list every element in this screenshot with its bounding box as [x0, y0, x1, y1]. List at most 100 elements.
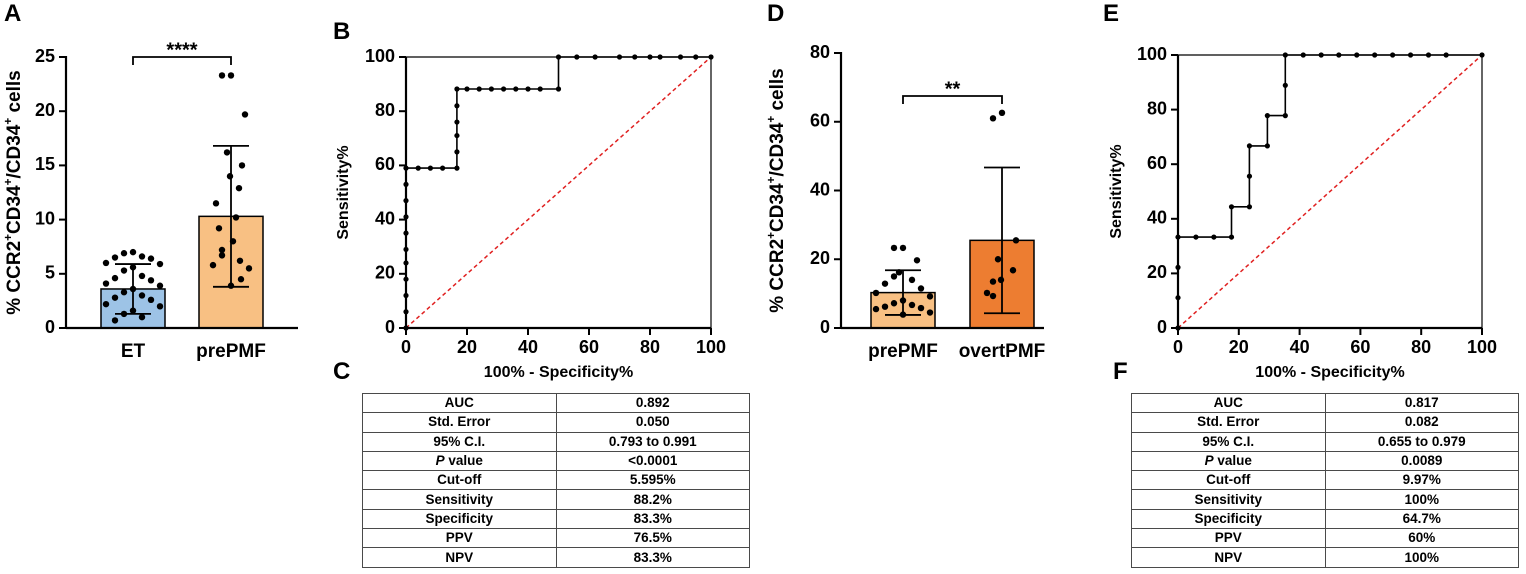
- roc-point: [1318, 52, 1324, 58]
- data-point: [138, 253, 146, 260]
- data-point: [872, 289, 880, 297]
- y-tick-label: 25: [35, 46, 55, 66]
- x-tick-label: 60: [579, 337, 599, 357]
- roc-point: [657, 54, 663, 60]
- data-point: [917, 285, 925, 292]
- roc-point: [1407, 52, 1414, 58]
- table-key-cell: 95% C.I.: [1131, 431, 1326, 452]
- data-point: [156, 303, 164, 310]
- roc-point: [1282, 52, 1288, 58]
- table-key-cell: Sensitivity: [1131, 489, 1326, 510]
- roc-point: [1264, 143, 1270, 149]
- x-tick-label: 80: [640, 337, 660, 357]
- x-tick-label: 0: [401, 337, 411, 357]
- roc-point: [677, 54, 684, 60]
- table-row: PPV 60%: [1131, 528, 1519, 549]
- data-point: [147, 277, 155, 284]
- panel-label-b: B: [333, 18, 351, 45]
- panel-label-f: F: [1113, 358, 1128, 385]
- y-axis-label: % CCR2+CD34+/CD34+ cells: [765, 68, 788, 313]
- table-row: Specificity 83.3%: [362, 508, 750, 530]
- x-tick-label: ET: [121, 341, 146, 362]
- data-point: [138, 292, 146, 299]
- data-point: [899, 297, 907, 304]
- roc-point: [647, 54, 653, 60]
- table-key-cell: Sensitivity: [362, 489, 557, 510]
- x-tick-label: prePMF: [196, 341, 266, 362]
- y-tick-label: 0: [45, 317, 55, 337]
- data-point: [994, 256, 1002, 263]
- significance-label: ****: [166, 39, 197, 61]
- roc-point: [454, 119, 460, 125]
- data-point: [998, 109, 1006, 117]
- data-point: [138, 313, 146, 321]
- data-point: [120, 310, 128, 318]
- table-key-cell: PPV: [1131, 528, 1326, 549]
- y-tick-label: 40: [375, 208, 395, 228]
- data-point: [227, 282, 235, 289]
- y-tick-label: 20: [375, 263, 395, 283]
- table-key-cell: P value: [1131, 450, 1326, 472]
- table-key-cell: AUC: [362, 392, 557, 414]
- data-point: [111, 317, 119, 324]
- data-point: [102, 300, 110, 308]
- data-point: [895, 269, 903, 276]
- data-point: [218, 252, 226, 259]
- table-value-cell: 60%: [1324, 528, 1519, 549]
- roc-point: [427, 165, 433, 171]
- roc-point: [501, 86, 507, 92]
- data-point: [111, 254, 119, 261]
- roc-point: [1211, 234, 1217, 240]
- table-value-cell: 83.3%: [555, 508, 750, 530]
- roc-point: [525, 86, 531, 92]
- roc-point: [476, 86, 482, 92]
- y-tick-label: 80: [1147, 98, 1167, 118]
- table-key-cell: Specificity: [362, 508, 557, 530]
- y-tick-label: 100: [365, 46, 395, 66]
- roc-point: [454, 149, 460, 155]
- table-key-cell: Std. Error: [1131, 412, 1326, 433]
- x-tick-label: 100: [696, 337, 726, 357]
- data-point: [908, 276, 916, 284]
- table-value-cell: 0.892: [555, 392, 750, 414]
- roc-point: [555, 86, 562, 92]
- y-tick-label: 0: [1157, 317, 1167, 337]
- roc-point: [632, 54, 638, 60]
- data-point: [235, 184, 243, 192]
- significance-bracket: [902, 95, 1003, 104]
- table-row: Sensitivity 100%: [1131, 489, 1519, 510]
- x-tick-label: overtPMF: [959, 341, 1046, 362]
- data-point: [872, 305, 880, 313]
- roc-point: [1479, 52, 1485, 58]
- data-point: [1009, 267, 1017, 274]
- y-tick-label: 100: [1137, 44, 1167, 64]
- roc-point: [454, 132, 460, 139]
- y-tick-label: 20: [35, 100, 55, 120]
- y-tick-label: 40: [810, 179, 830, 199]
- data-point: [218, 246, 226, 254]
- table-key-cell: P value: [362, 450, 557, 472]
- data-point: [102, 259, 110, 267]
- data-point: [245, 265, 253, 272]
- roc-point: [1264, 113, 1270, 119]
- data-point: [129, 285, 137, 293]
- table-value-cell: 0.082: [1324, 412, 1519, 433]
- table-key-cell: NPV: [362, 547, 557, 568]
- data-point: [997, 276, 1005, 284]
- data-point: [120, 289, 128, 296]
- y-tick-label: 15: [35, 154, 55, 174]
- roc-point: [1300, 52, 1306, 58]
- table-row: Cut-off 9.97%: [1131, 470, 1519, 491]
- roc-point: [574, 54, 580, 60]
- data-point: [212, 200, 220, 207]
- roc-point: [616, 54, 623, 60]
- data-point: [1012, 237, 1020, 244]
- stats-table-f: AUC 0.817 Std. Error 0.082 95% C.I. 0.655 to …: [1131, 392, 1519, 568]
- panel-label-d: D: [767, 0, 785, 27]
- x-tick-label: 40: [518, 337, 538, 357]
- table-value-cell: 83.3%: [555, 547, 750, 568]
- x-tick-label: 40: [1290, 337, 1310, 357]
- roc-point: [1193, 234, 1199, 240]
- table-value-cell: 5.595%: [555, 470, 750, 491]
- table-row: 95% C.I. 0.793 to 0.991: [362, 431, 750, 452]
